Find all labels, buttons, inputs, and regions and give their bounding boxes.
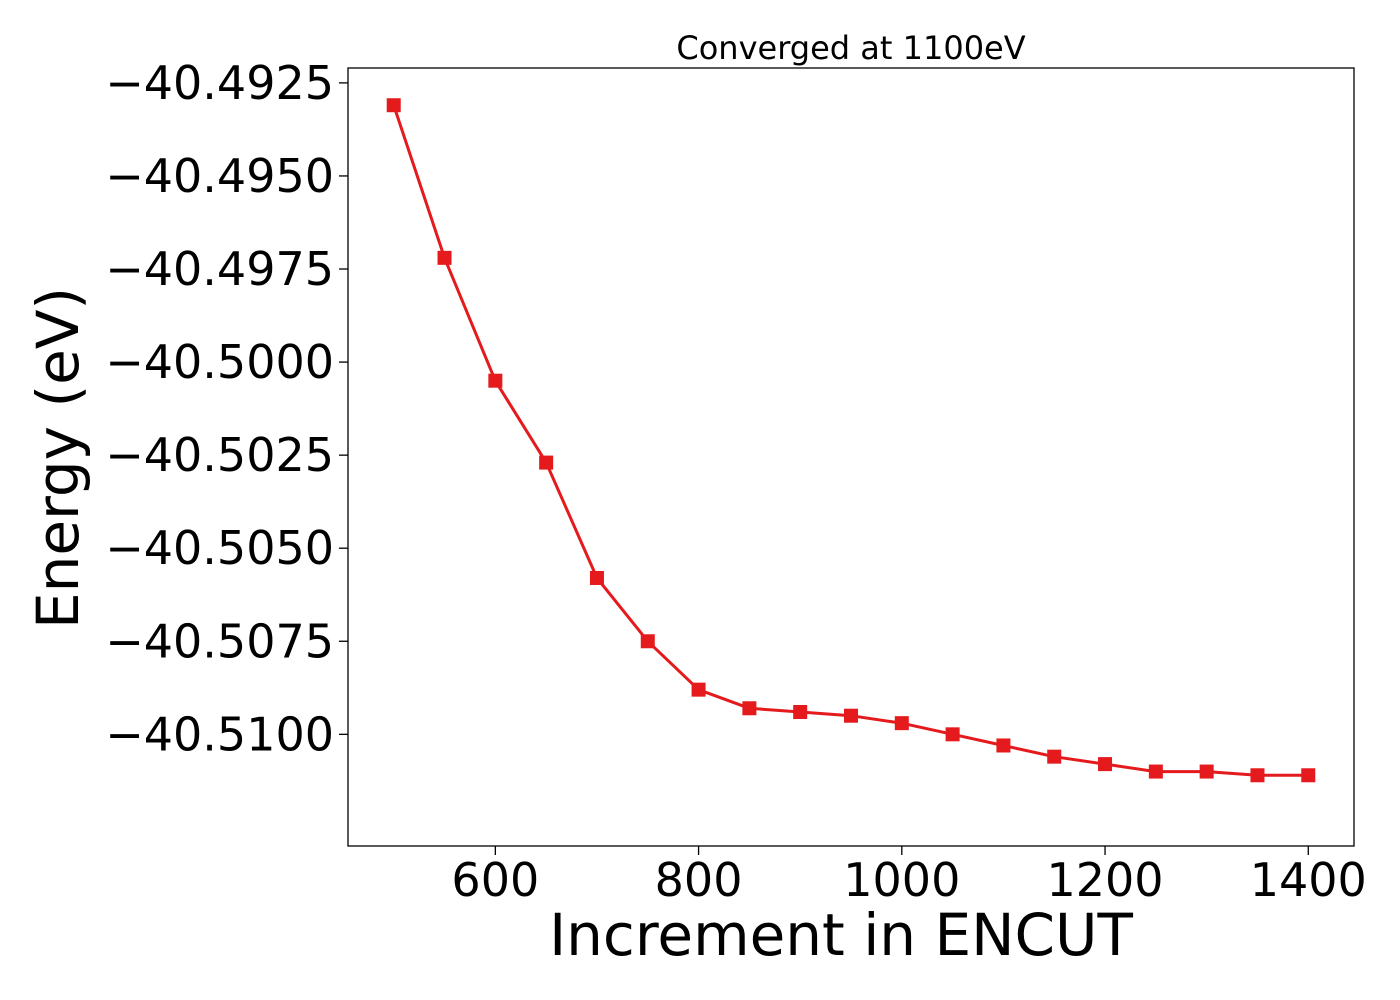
x-tick-label: 1200	[1047, 853, 1164, 907]
data-point	[640, 634, 655, 649]
data-point	[1148, 764, 1163, 779]
y-tick-label: −40.5100	[105, 707, 334, 761]
x-tick-label: 800	[655, 853, 743, 907]
x-tick-label: 1400	[1250, 853, 1367, 907]
data-point	[539, 455, 554, 470]
data-point	[996, 738, 1011, 753]
data-point	[589, 570, 604, 585]
data-point	[844, 708, 858, 723]
data-point	[793, 704, 808, 719]
y-axis-label: Energy (eV)	[24, 287, 92, 629]
y-tick-label: −40.4925	[105, 56, 334, 110]
data-point	[691, 682, 706, 697]
data-point	[1047, 749, 1062, 764]
plot-area: 600 800 1000 1200 1400 −40.4925 −40.4950 −40.49…	[105, 56, 1367, 907]
data-point	[894, 716, 909, 731]
x-axis-label: Increment in ENCUT	[549, 901, 1133, 969]
y-tick-label: −40.5025	[105, 428, 334, 482]
y-tick-label: −40.4950	[105, 149, 334, 203]
chart-title: Converged at 1100eV	[676, 29, 1025, 67]
data-point	[386, 98, 401, 113]
data-point	[945, 727, 960, 742]
x-tick-label: 1000	[843, 853, 960, 907]
y-tick-label: −40.5050	[105, 521, 334, 575]
data-point	[1301, 768, 1316, 783]
data-point	[742, 701, 757, 716]
data-point	[1199, 764, 1214, 779]
y-tick-label: −40.4975	[105, 242, 334, 296]
x-tick-label: 600	[451, 853, 539, 907]
data-point	[1098, 757, 1113, 772]
y-tick-label: −40.5000	[105, 335, 334, 389]
data-point	[488, 373, 503, 388]
plot-frame	[347, 67, 1355, 847]
data-point	[437, 250, 452, 265]
data-point	[1250, 768, 1265, 783]
y-tick-label: −40.5075	[105, 614, 334, 668]
